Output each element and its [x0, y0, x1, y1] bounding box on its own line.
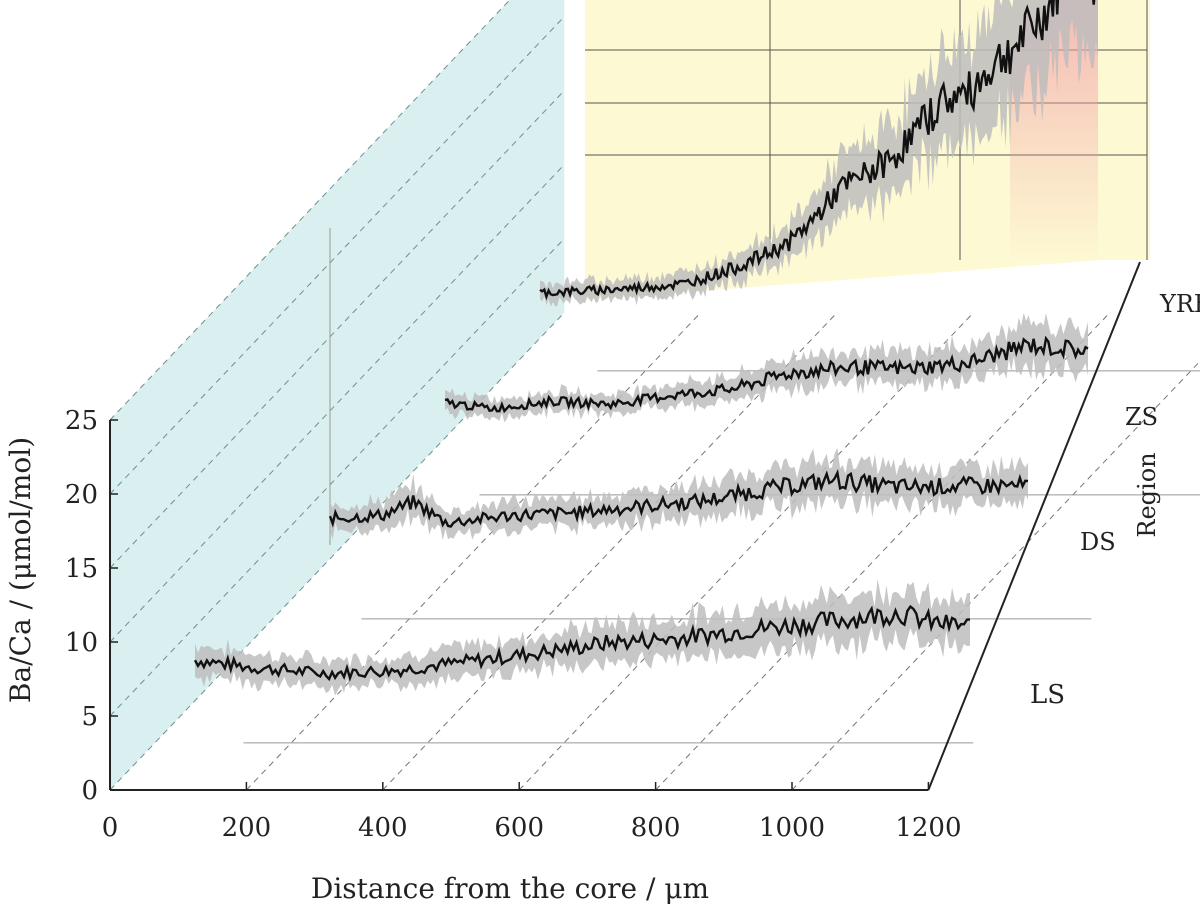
x-tick-label: 600: [494, 813, 544, 843]
series-band-DS: [330, 447, 1028, 541]
y-tick-label: 20: [65, 480, 98, 510]
chart-axes: 0 200 400 600 800 1000 1200 0 5 10 15 20 25: [65, 261, 1141, 843]
series-line-YRE: [539, 0, 1096, 301]
y-tick-label: 0: [81, 776, 98, 806]
x-axis-title: Distance from the core / μm: [311, 872, 709, 905]
series-line-DS: [328, 469, 1029, 528]
region-label-LS: LS: [1030, 680, 1065, 710]
y-axis-title: Ba/Ca / (μmol/mol): [4, 437, 37, 703]
x-tick-label: 1000: [759, 813, 825, 843]
z-axis: [927, 261, 1141, 791]
y-tick-label: 15: [65, 554, 98, 584]
region-label-DS: DS: [1080, 528, 1116, 556]
x-tick-label: 200: [222, 813, 272, 843]
series-line-LS: [193, 604, 971, 682]
series-band-ZS: [445, 312, 1088, 423]
series-band-YRE: [540, 0, 1098, 307]
x-tick-label: 1200: [895, 813, 961, 843]
x-tick-label: 800: [631, 813, 681, 843]
y-tick-label: 25: [65, 406, 98, 436]
y-tick-label: 5: [81, 702, 98, 732]
side-wall: [110, 0, 565, 790]
region-label-ZS: ZS: [1125, 403, 1158, 431]
floor-gridline: [791, 360, 1200, 791]
chart-series: LS DS ZS YRE: [193, 0, 1200, 710]
chart-labels: Distance from the core / μm Ba/Ca / (μmo…: [4, 437, 1161, 905]
series-band-LS: [195, 579, 970, 696]
z-axis-title: Region: [1133, 452, 1161, 537]
region-label-YRE: YRE: [1159, 290, 1200, 318]
x-tick-label: 0: [102, 813, 119, 843]
series-line-ZS: [444, 335, 1089, 414]
y-tick-label: 10: [65, 628, 98, 658]
x-tick-label: 400: [358, 813, 408, 843]
